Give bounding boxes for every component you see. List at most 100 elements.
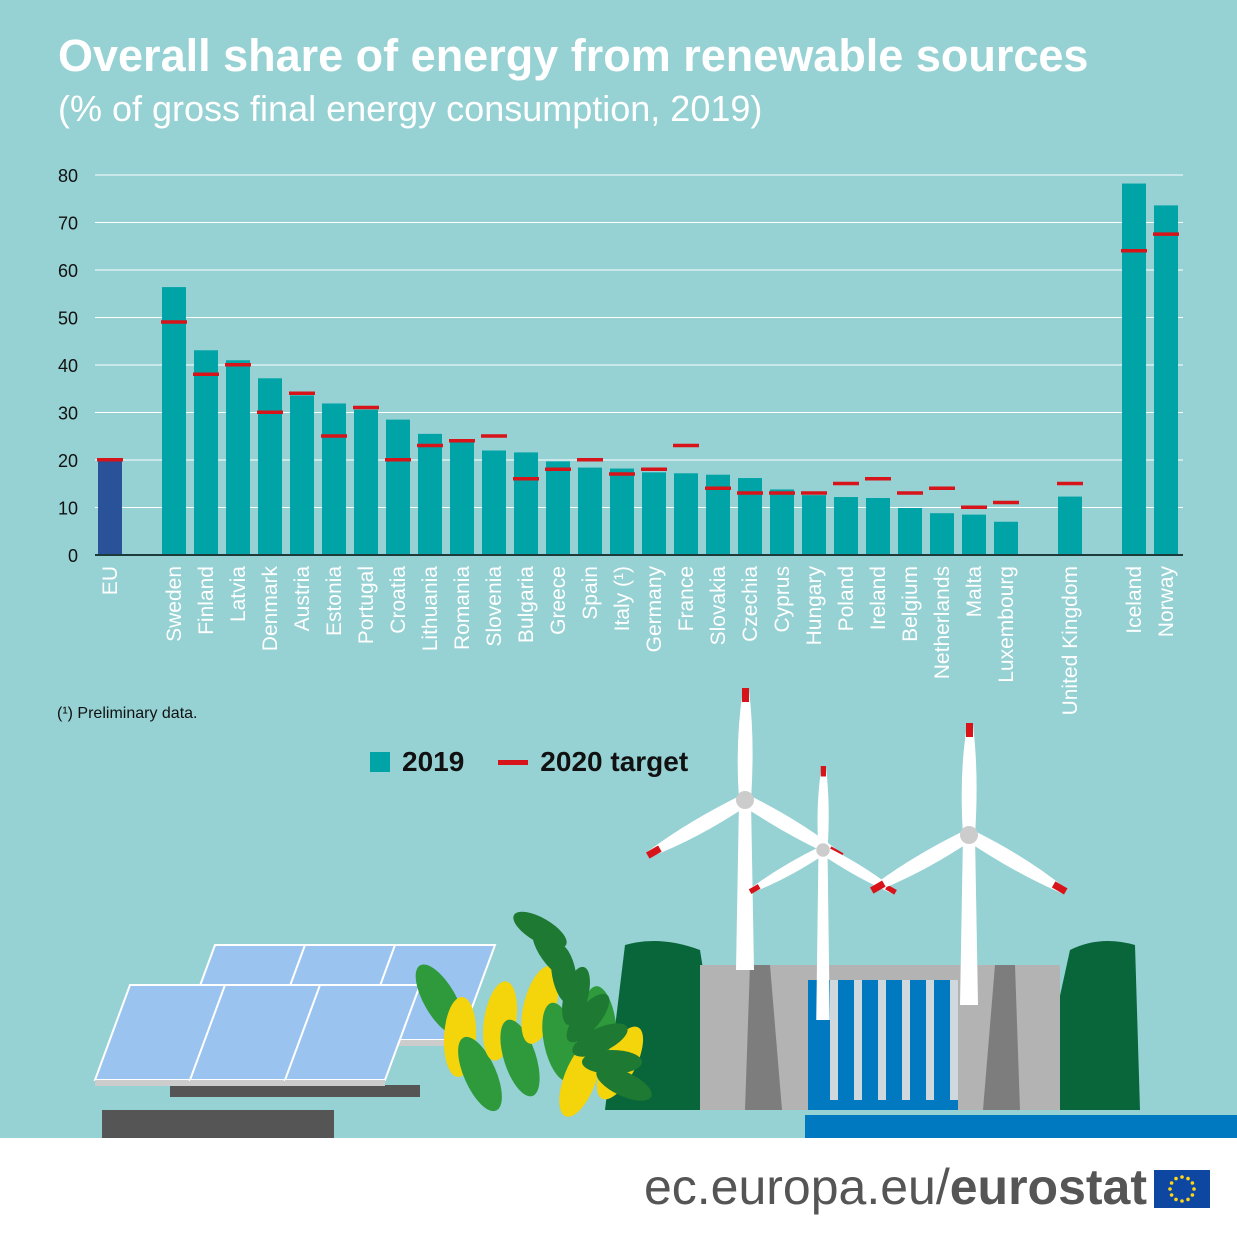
y-tick-label: 30 xyxy=(58,404,78,424)
legend-swatch-target xyxy=(498,759,529,765)
bar-latvia xyxy=(226,360,250,555)
legend: 2019 2020 target xyxy=(370,746,688,778)
target-marker xyxy=(1153,232,1179,236)
x-tick-label: Hungary xyxy=(803,566,826,646)
x-tick-label: Netherlands xyxy=(931,566,954,679)
x-tick-label: Portugal xyxy=(355,566,378,644)
bar-spain xyxy=(578,467,602,555)
x-tick-label: Estonia xyxy=(323,566,346,636)
x-tick-label: Iceland xyxy=(1123,566,1146,634)
bar-eu xyxy=(98,461,122,555)
target-marker xyxy=(1121,249,1147,253)
bar-cyprus xyxy=(770,489,794,555)
target-marker xyxy=(769,491,795,495)
bar-estonia xyxy=(322,403,346,555)
target-marker xyxy=(545,467,571,471)
target-marker xyxy=(705,486,731,490)
bar-iceland xyxy=(1122,183,1146,556)
renewables-illustration xyxy=(93,688,1237,1138)
x-tick-label: Latvia xyxy=(227,566,250,622)
solar-panel-icon xyxy=(283,984,422,1086)
wind-turbine-icon xyxy=(870,723,1068,1005)
target-marker xyxy=(673,443,699,448)
x-tick-label: United Kingdom xyxy=(1059,566,1082,715)
y-tick-label: 40 xyxy=(58,356,78,376)
url-brand: eurostat xyxy=(949,1159,1147,1215)
footer: ec.europa.eu/eurostat xyxy=(0,1138,1237,1237)
bar-united-kingdom xyxy=(1058,496,1082,555)
target-marker xyxy=(257,410,283,414)
x-tick-label: Germany xyxy=(643,566,666,653)
x-tick-label: France xyxy=(675,566,698,631)
x-tick-label: Czechia xyxy=(739,566,762,642)
target-marker xyxy=(353,405,379,410)
bar-netherlands xyxy=(930,513,954,555)
bar-france xyxy=(674,473,698,555)
target-marker xyxy=(289,391,315,395)
x-tick-label: Austria xyxy=(291,566,314,632)
eu-flag-icon xyxy=(1154,1170,1210,1208)
wind-turbine-icon xyxy=(646,688,844,970)
bar-hungary xyxy=(802,495,826,555)
x-tick-label: Ireland xyxy=(867,566,890,630)
y-tick-label: 0 xyxy=(68,546,78,566)
x-tick-label: Sweden xyxy=(163,566,186,642)
bar-greece xyxy=(546,461,570,555)
x-tick-label: Slovakia xyxy=(707,566,730,646)
x-tick-label: Finland xyxy=(195,566,218,635)
x-tick-label: Slovenia xyxy=(483,566,506,647)
x-tick-label: Spain xyxy=(579,566,602,620)
target-marker xyxy=(449,439,475,443)
target-marker xyxy=(801,491,827,495)
target-marker xyxy=(929,486,955,490)
target-marker xyxy=(609,472,635,476)
target-marker xyxy=(737,491,763,495)
target-marker xyxy=(481,434,507,438)
x-tick-label: Luxembourg xyxy=(995,566,1018,683)
x-tick-label: Poland xyxy=(835,566,858,631)
bar-bulgaria xyxy=(514,452,538,555)
target-marker xyxy=(97,458,123,462)
target-marker xyxy=(225,363,251,367)
y-tick-label: 20 xyxy=(58,451,78,471)
eurostat-url[interactable]: ec.europa.eu/eurostat xyxy=(644,1158,1147,1216)
x-tick-label: Romania xyxy=(451,566,474,650)
bar-austria xyxy=(290,395,314,555)
bar-belgium xyxy=(898,507,922,555)
y-tick-label: 50 xyxy=(58,309,78,329)
target-marker xyxy=(865,477,891,481)
legend-label-target: 2020 target xyxy=(540,746,689,777)
bar-romania xyxy=(450,439,474,555)
chart-title: Overall share of energy from renewable s… xyxy=(58,30,1089,81)
target-marker xyxy=(385,458,411,462)
legend-swatch-2019 xyxy=(370,752,390,772)
x-tick-label: Belgium xyxy=(899,566,922,642)
bar-croatia xyxy=(386,419,410,555)
target-marker xyxy=(641,467,667,471)
target-marker xyxy=(417,443,443,448)
bar-ireland xyxy=(866,498,890,555)
wind-turbine-icon xyxy=(748,766,897,1020)
x-tick-label: Lithuania xyxy=(419,566,442,652)
bar-sweden xyxy=(162,287,186,555)
x-tick-label: Croatia xyxy=(387,566,410,634)
target-marker xyxy=(993,500,1019,505)
target-marker xyxy=(897,491,923,495)
target-marker xyxy=(513,477,539,481)
y-tick-label: 60 xyxy=(58,261,78,281)
target-marker xyxy=(577,458,603,462)
target-marker xyxy=(161,320,187,324)
bar-denmark xyxy=(258,378,282,555)
y-tick-label: 10 xyxy=(58,499,78,519)
y-tick-label: 80 xyxy=(58,166,78,186)
footnote: (¹) Preliminary data. xyxy=(57,705,198,722)
bar-finland xyxy=(194,350,218,555)
x-tick-label: Greece xyxy=(547,566,570,635)
bar-poland xyxy=(834,497,858,555)
x-tick-label: Bulgaria xyxy=(515,566,538,643)
x-tick-label: EU xyxy=(99,566,122,595)
y-tick-label: 70 xyxy=(58,214,78,234)
bar-malta xyxy=(962,514,986,555)
bar-portugal xyxy=(354,409,378,555)
